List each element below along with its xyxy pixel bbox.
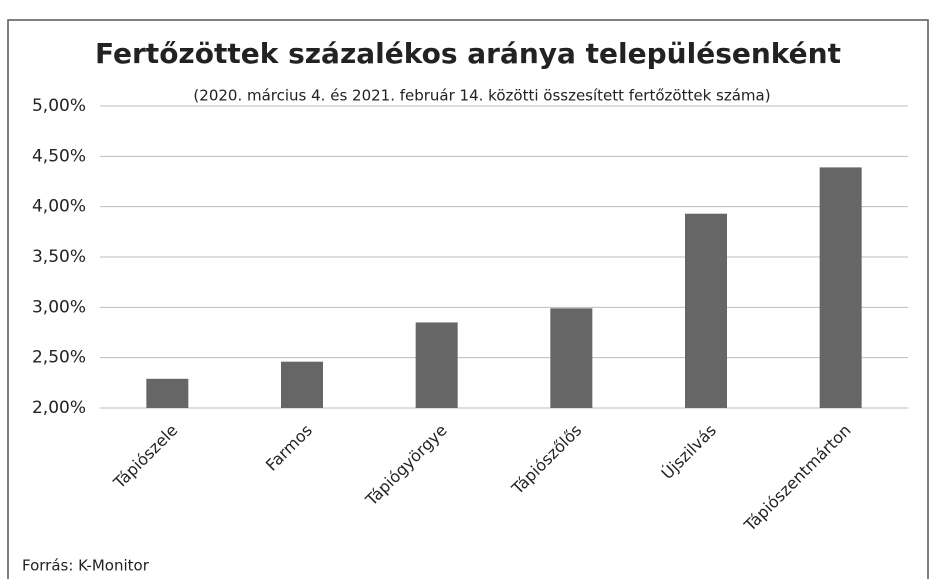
y-tick-label: 5,00% [32,96,86,116]
chart-subtitle: (2020. március 4. és 2021. február 14. k… [193,87,770,105]
bar [146,378,189,408]
y-tick-label: 2,50% [32,348,86,368]
chart-title: Fertőzöttek százalékos aránya települése… [95,37,841,70]
source-note: Forrás: K-Monitor [22,557,150,575]
bar [685,213,727,408]
y-tick-label: 3,00% [32,297,86,317]
chart-frame [7,19,929,579]
bar [415,322,458,408]
y-tick-label: 2,00% [32,398,86,418]
bar [281,361,323,408]
y-tick-label: 4,00% [32,197,86,217]
bar [550,308,593,408]
bar [819,167,862,408]
y-tick-label: 4,50% [32,146,86,166]
y-tick-label: 3,50% [32,247,86,267]
